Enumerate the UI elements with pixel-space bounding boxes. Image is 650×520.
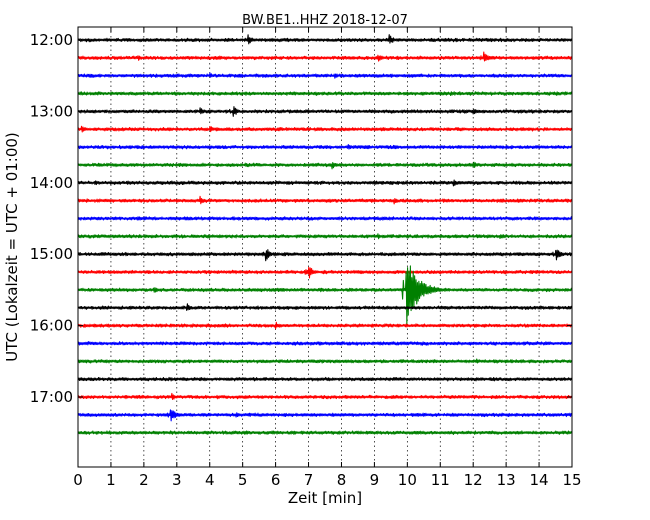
trace-1400 bbox=[77, 179, 573, 187]
x-tick-label: 2 bbox=[139, 471, 149, 489]
trace-1330 bbox=[77, 144, 573, 150]
trace-1415 bbox=[77, 195, 573, 205]
x-tick-label: 8 bbox=[337, 471, 347, 489]
x-tick-label: 13 bbox=[497, 471, 516, 489]
x-tick-label: 12 bbox=[464, 471, 483, 489]
x-axis-label: Zeit [min] bbox=[288, 489, 362, 507]
x-tick-label: 3 bbox=[172, 471, 182, 489]
x-tick-label: 15 bbox=[562, 471, 581, 489]
trace-1315 bbox=[77, 125, 573, 133]
trace-1245 bbox=[77, 91, 573, 97]
trace-1215 bbox=[77, 51, 573, 62]
x-tick-label: 0 bbox=[73, 471, 83, 489]
chart-title: BW.BE1..HHZ 2018-12-07 bbox=[242, 13, 408, 28]
x-tick-label: 10 bbox=[398, 471, 417, 489]
y-tick-label: 12:00 bbox=[30, 31, 73, 49]
x-tick-label: 14 bbox=[530, 471, 549, 489]
trace-1615 bbox=[77, 341, 573, 346]
y-tick-label: 13:00 bbox=[30, 102, 73, 120]
x-tick-label: 7 bbox=[304, 471, 314, 489]
grid-lines bbox=[110, 27, 540, 467]
x-tick-label: 1 bbox=[106, 471, 116, 489]
y-tick-label: 14:00 bbox=[30, 174, 73, 192]
y-tick-label: 15:00 bbox=[30, 245, 73, 263]
y-tick-label: 17:00 bbox=[30, 388, 73, 406]
x-tick-label: 6 bbox=[271, 471, 281, 489]
trace-1645 bbox=[77, 376, 573, 382]
y-axis-ticks: 12:00 13:00 14:00 15:00 16:00 17:00 bbox=[30, 31, 572, 406]
trace-1630 bbox=[77, 358, 573, 364]
trace-1600 bbox=[77, 321, 573, 330]
trace-1515 bbox=[77, 266, 573, 279]
trace-1530 bbox=[77, 265, 573, 325]
trace-1500 bbox=[77, 249, 573, 262]
y-axis-label: UTC (Lokalzeit = UTC + 01:00) bbox=[3, 132, 21, 362]
trace-1545 bbox=[77, 303, 573, 311]
trace-1445 bbox=[77, 233, 573, 240]
x-tick-label: 5 bbox=[238, 471, 248, 489]
trace-1430 bbox=[77, 216, 573, 221]
trace-1230 bbox=[77, 72, 573, 79]
x-tick-label: 4 bbox=[205, 471, 215, 489]
trace-1715 bbox=[77, 409, 573, 422]
trace-1730 bbox=[77, 430, 573, 435]
trace-1345 bbox=[77, 161, 573, 170]
trace-1700 bbox=[77, 392, 573, 401]
traces bbox=[77, 34, 573, 435]
x-tick-label: 9 bbox=[370, 471, 380, 489]
trace-1200 bbox=[77, 34, 573, 45]
plot-frame bbox=[77, 26, 573, 468]
x-tick-label: 11 bbox=[431, 471, 450, 489]
x-axis-ticks: 0 1 2 3 4 5 6 7 8 9 10 11 12 13 14 15 bbox=[73, 27, 582, 489]
y-tick-label: 16:00 bbox=[30, 317, 73, 335]
trace-1300 bbox=[77, 106, 573, 117]
